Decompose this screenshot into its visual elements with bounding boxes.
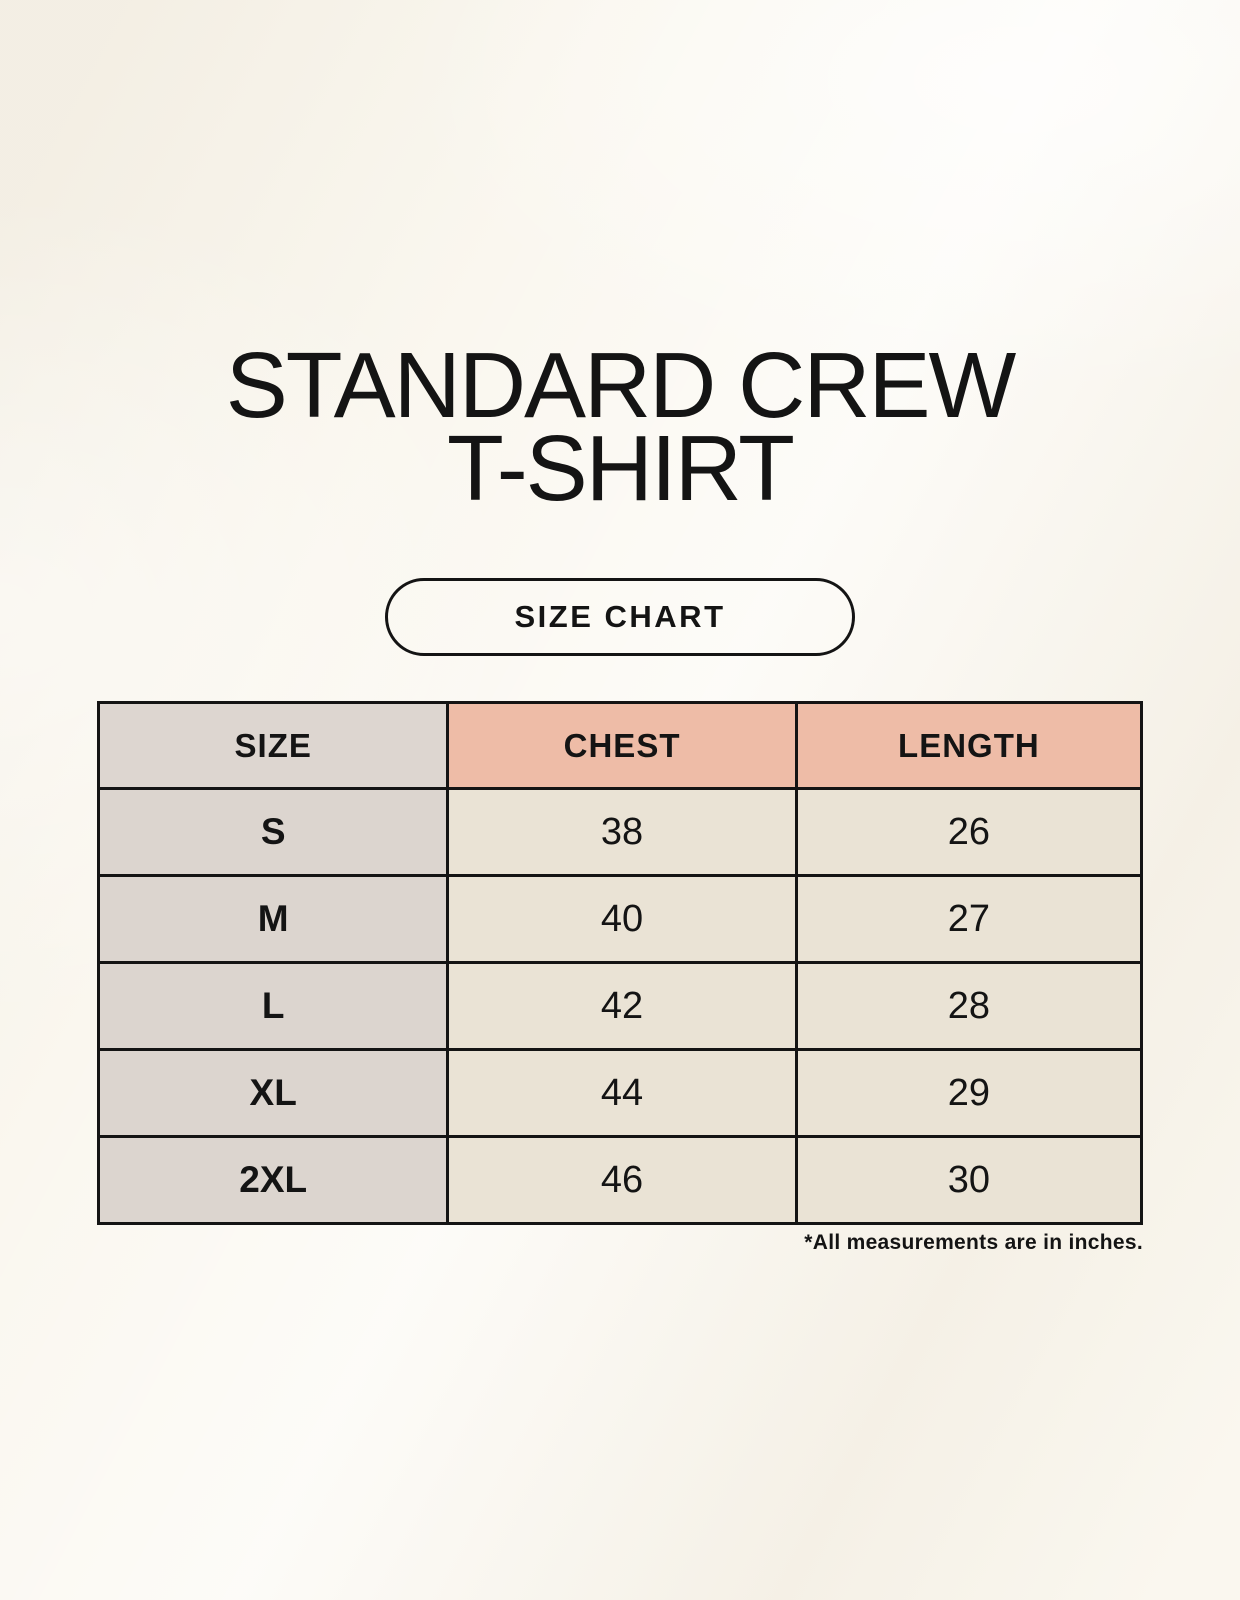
length-value: 30 (794, 1135, 1144, 1225)
size-chart-badge-label: SIZE CHART (514, 599, 726, 634)
table-header-row: SIZE CHEST LENGTH (96, 701, 1144, 790)
table-row-m: M 40 27 (96, 874, 1144, 964)
table-row-2xl: 2XL 46 30 (96, 1135, 1144, 1225)
column-header-size: SIZE (96, 701, 450, 790)
column-header-chest: CHEST (446, 701, 798, 790)
size-table: SIZE CHEST LENGTH S 38 26 M 40 27 L 42 2… (96, 701, 1144, 1225)
measurements-footnote: *All measurements are in inches. (804, 1231, 1143, 1254)
chest-value: 40 (446, 874, 798, 964)
product-title: STANDARD CREW T-SHIRT (0, 339, 1240, 515)
size-chart-badge: SIZE CHART (385, 578, 855, 656)
length-value: 28 (794, 961, 1144, 1051)
size-label: S (96, 787, 450, 877)
length-value: 29 (794, 1048, 1144, 1138)
table-row-s: S 38 26 (96, 787, 1144, 877)
size-label: XL (96, 1048, 450, 1138)
length-value: 27 (794, 874, 1144, 964)
product-title-line-2: T-SHIRT (447, 415, 795, 520)
table-row-xl: XL 44 29 (96, 1048, 1144, 1138)
size-label: L (96, 961, 450, 1051)
chest-value: 38 (446, 787, 798, 877)
size-label: 2XL (96, 1135, 450, 1225)
product-title-line-1: STANDARD CREW (225, 333, 1017, 437)
size-label: M (96, 874, 450, 964)
chest-value: 46 (446, 1135, 798, 1225)
chest-value: 42 (446, 961, 798, 1051)
length-value: 26 (794, 787, 1144, 877)
table-row-l: L 42 28 (96, 961, 1144, 1051)
chest-value: 44 (446, 1048, 798, 1138)
column-header-length: LENGTH (794, 701, 1144, 790)
